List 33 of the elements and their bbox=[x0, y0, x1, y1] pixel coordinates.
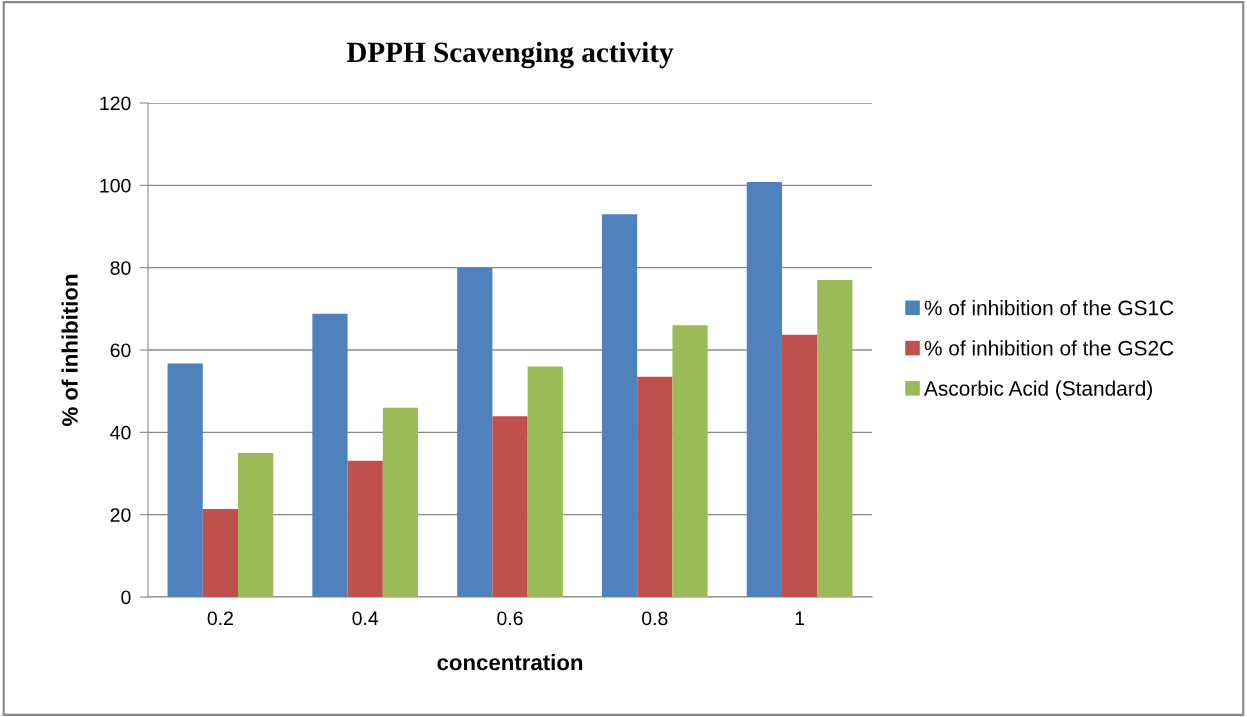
legend-label: % of inhibition of the GS1C bbox=[924, 300, 1174, 316]
y-tick-label: 100 bbox=[100, 178, 131, 193]
y-axis-title: % of inhibition bbox=[61, 274, 78, 426]
bar bbox=[347, 460, 383, 597]
y-tick-label: 120 bbox=[100, 96, 131, 111]
y-tick-label: 20 bbox=[110, 508, 131, 522]
bar bbox=[238, 452, 274, 597]
x-axis-title: concentration bbox=[437, 654, 583, 671]
bar bbox=[167, 363, 203, 597]
y-tick-label: 0 bbox=[121, 590, 131, 605]
x-tick-label: 0.2 bbox=[207, 611, 233, 626]
bar bbox=[817, 280, 853, 597]
legend-label: Ascorbic Acid (Standard) bbox=[924, 380, 1152, 400]
bar bbox=[492, 416, 528, 597]
x-tick-label: 0.8 bbox=[642, 611, 668, 626]
x-tick-label: 1 bbox=[795, 611, 805, 625]
bar bbox=[746, 182, 782, 597]
bar bbox=[527, 366, 563, 597]
bar bbox=[637, 376, 673, 597]
bar bbox=[202, 508, 239, 597]
bar bbox=[601, 214, 638, 597]
chart-title: DPPH Scavenging activity bbox=[346, 41, 674, 69]
bar bbox=[312, 313, 348, 597]
legend-label: % of inhibition of the GS2C bbox=[924, 340, 1174, 356]
x-tick-label: 0.4 bbox=[352, 611, 379, 626]
y-tick-label: 40 bbox=[110, 425, 131, 440]
bar bbox=[672, 325, 708, 597]
y-tick-label: 80 bbox=[110, 261, 131, 275]
x-tick-label: 0.6 bbox=[497, 611, 523, 626]
y-tick-label: 60 bbox=[110, 343, 131, 358]
bar bbox=[781, 334, 818, 597]
bar bbox=[382, 407, 419, 597]
bar bbox=[457, 267, 493, 597]
